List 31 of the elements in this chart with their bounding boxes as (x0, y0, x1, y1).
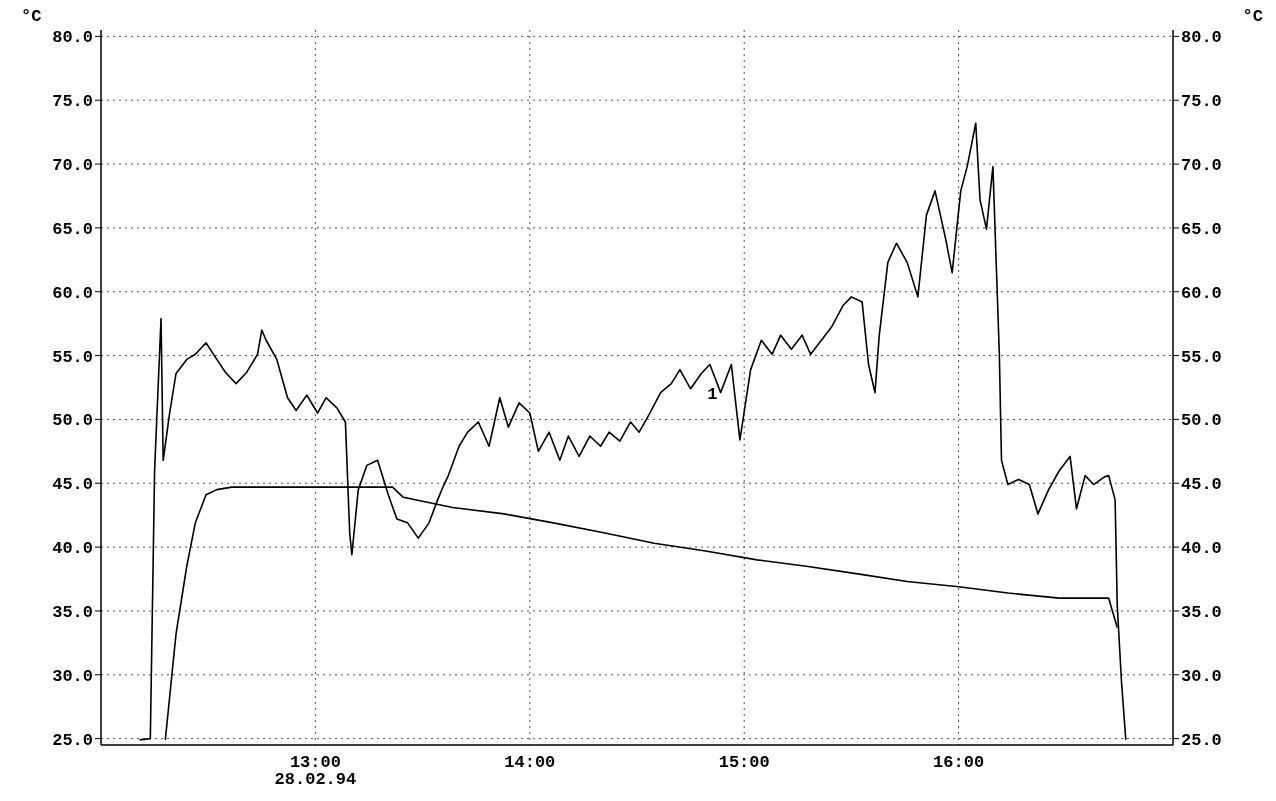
x-tick-label: 13:00 28.02.94 (274, 753, 357, 789)
y-tick-label: 55.0 (52, 347, 93, 367)
y-tick-label: 70.0 (52, 156, 93, 176)
x-tick-label: 16:00 (933, 753, 985, 772)
x-tick-label: 15:00 (718, 753, 770, 772)
y-tick-label: 60.0 (52, 283, 93, 303)
y2-tick-label: 40.0 (1181, 539, 1222, 559)
y2-axis-title: °C (1242, 7, 1263, 27)
y-tick-label: 45.0 (52, 475, 93, 495)
y-tick-label: 80.0 (52, 28, 93, 48)
y2-tick-label: 60.0 (1181, 283, 1222, 303)
y-tick-label: 50.0 (52, 411, 93, 431)
y-tick-label: 65.0 (52, 219, 93, 239)
y-tick-label: 75.0 (52, 92, 93, 112)
y2-tick-label: 55.0 (1181, 347, 1222, 367)
y-axis-title: °C (21, 7, 42, 27)
y-tick-label: 30.0 (52, 666, 93, 686)
x-tick-label: 14:00 (504, 753, 556, 772)
y2-tick-label: 30.0 (1181, 666, 1222, 686)
y-tick-label: 35.0 (52, 602, 93, 622)
y2-tick-label: 70.0 (1181, 156, 1222, 176)
y2-tick-label: 65.0 (1181, 219, 1222, 239)
y2-tick-label: 75.0 (1181, 92, 1222, 112)
y2-tick-label: 50.0 (1181, 411, 1222, 431)
y2-tick-label: 45.0 (1181, 475, 1222, 495)
y-tick-label: 40.0 (52, 539, 93, 559)
y2-tick-label: 25.0 (1181, 730, 1222, 750)
y2-tick-label: 35.0 (1181, 602, 1222, 622)
y2-tick-label: 80.0 (1181, 28, 1222, 48)
series-label: 1 (707, 385, 718, 405)
y-tick-label: 25.0 (52, 730, 93, 750)
